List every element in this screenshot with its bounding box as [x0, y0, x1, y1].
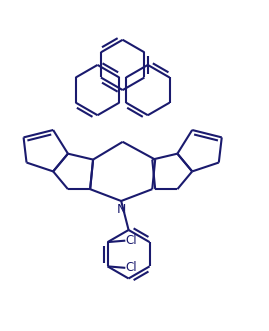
Text: Cl: Cl: [125, 234, 137, 247]
Text: Cl: Cl: [125, 261, 137, 274]
Text: N: N: [116, 203, 126, 216]
